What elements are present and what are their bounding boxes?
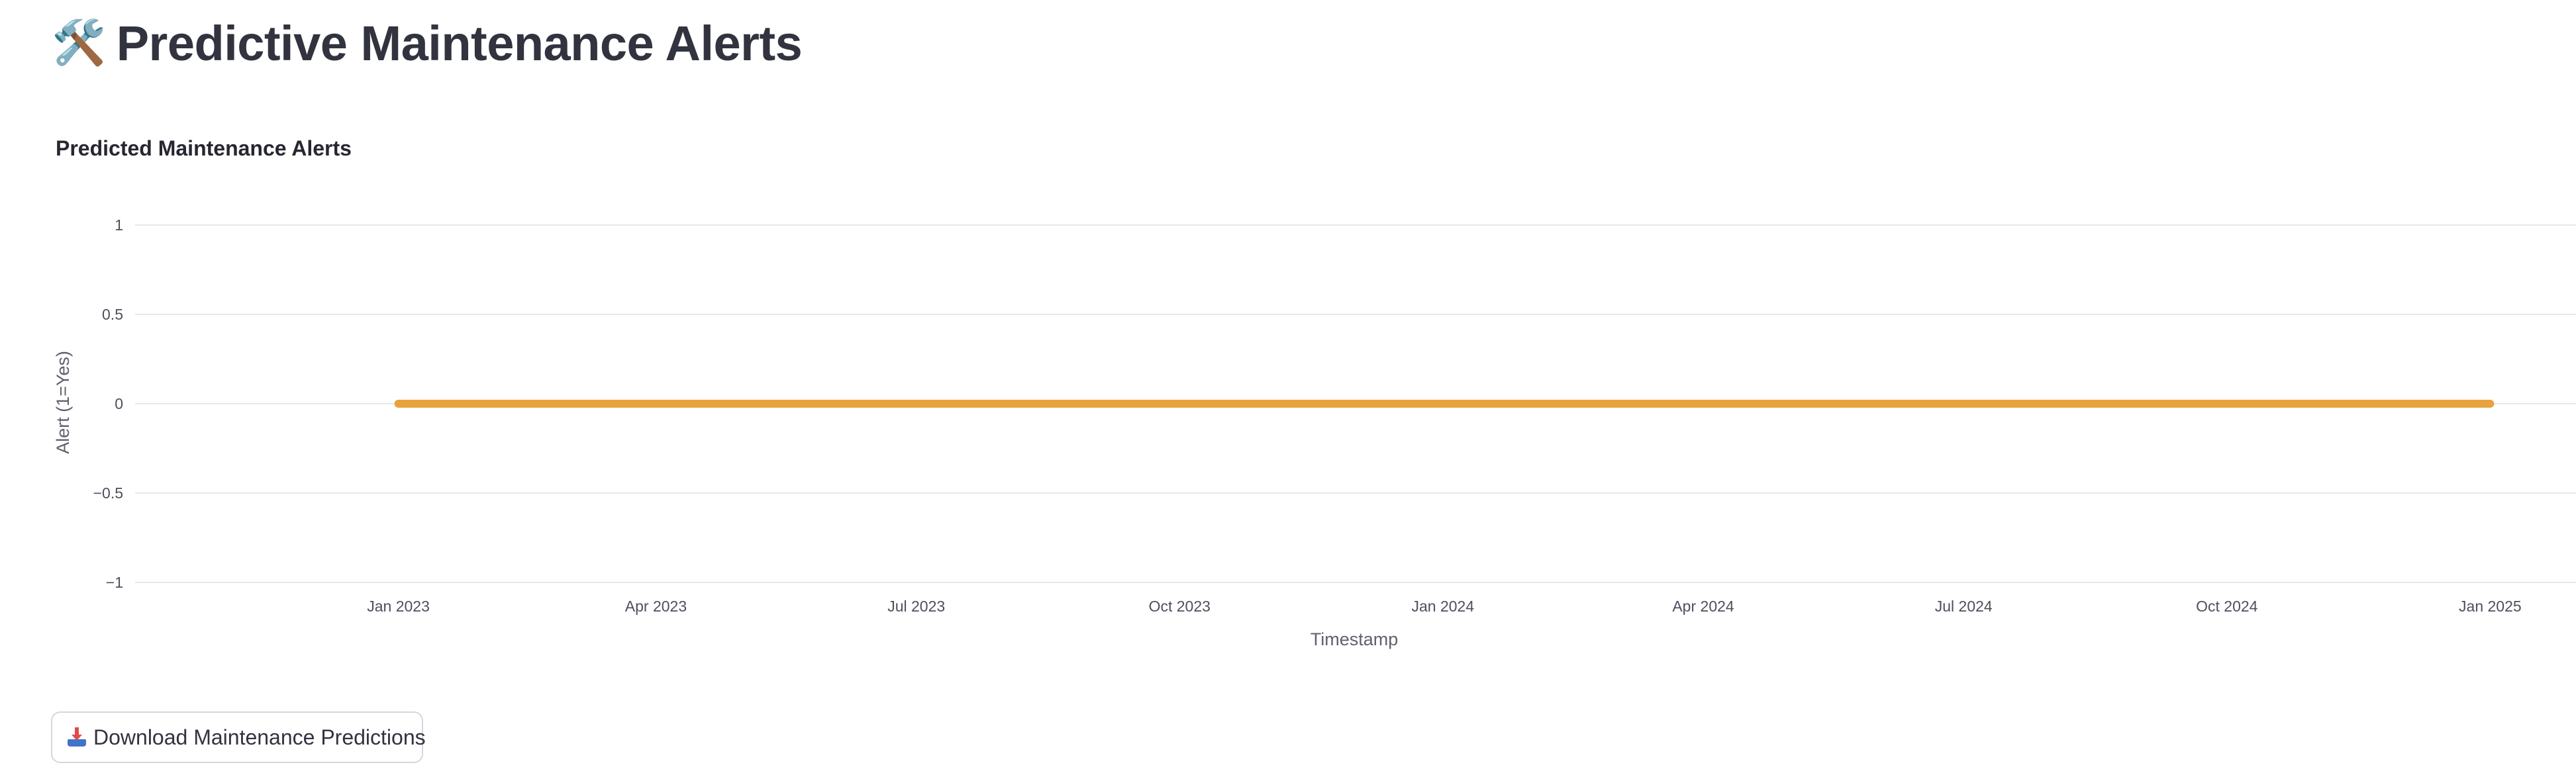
- x-tick-label: Jul 2023: [887, 598, 945, 615]
- chart-title: Predicted Maintenance Alerts: [56, 136, 352, 160]
- x-tick-label: Apr 2024: [1672, 598, 1734, 615]
- x-tick-label: Oct 2024: [2196, 598, 2258, 615]
- page-title-text: Predictive Maintenance Alerts: [116, 15, 803, 71]
- x-tick-label: Oct 2023: [1149, 598, 1211, 615]
- x-tick-label: Apr 2023: [625, 598, 687, 615]
- y-axis-title: Alert (1=Yes): [53, 351, 73, 454]
- x-axis-ticks: Jan 2023 Apr 2023 Jul 2023 Oct 2023 Jan 2024…: [367, 598, 2521, 615]
- x-tick-label: Jan 2023: [367, 598, 430, 615]
- download-button-label: Download Maintenance Predictions: [93, 725, 426, 749]
- download-predictions-button[interactable]: Download Maintenance Predictions: [51, 711, 426, 763]
- x-tick-label: Jul 2024: [1935, 598, 1993, 615]
- y-tick-label: 1: [115, 216, 123, 234]
- y-tick-label: 0.5: [102, 306, 123, 323]
- inbox-tray-icon: [67, 727, 87, 747]
- y-tick-label: 0: [115, 395, 123, 412]
- chart-svg: Predicted Maintenance Alerts 1 0.5 0 −0.5 −1…: [53, 136, 2576, 649]
- maintenance-alerts-chart: Predicted Maintenance Alerts 1 0.5 0 −0.5 −1…: [0, 126, 2576, 668]
- x-tick-label: Jan 2024: [1411, 598, 1474, 615]
- y-axis-ticks: 1 0.5 0 −0.5 −1: [93, 216, 123, 591]
- page-title: 🛠️ Predictive Maintenance Alerts: [52, 7, 803, 79]
- y-tick-label: −1: [106, 574, 123, 591]
- y-tick-label: −0.5: [93, 484, 123, 502]
- hammer-and-wrench-icon: 🛠️: [52, 17, 106, 68]
- x-tick-label: Jan 2025: [2459, 598, 2522, 615]
- x-axis-title: Timestamp: [1311, 629, 1399, 649]
